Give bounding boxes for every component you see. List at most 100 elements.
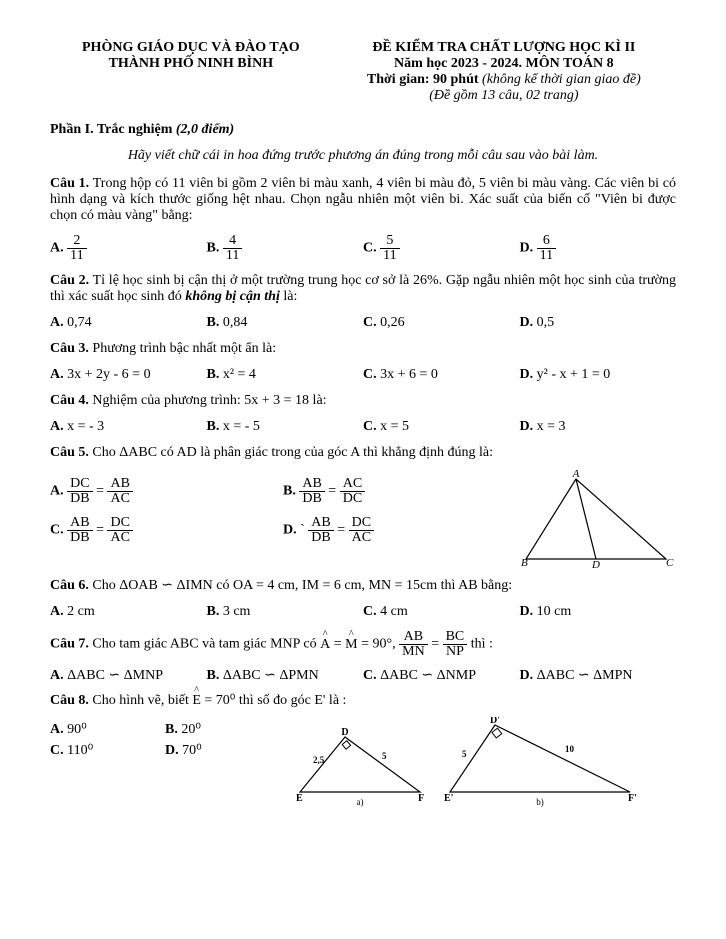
question-2: Câu 2. Tỉ lệ học sinh bị cận thị ở một t… xyxy=(50,273,676,305)
q6-a: 2 cm xyxy=(67,604,95,619)
frac: ABAC xyxy=(107,477,132,506)
q3-b: x² = 4 xyxy=(223,367,256,382)
num: DC xyxy=(349,516,374,531)
q3-d: y² - x + 1 = 0 xyxy=(537,367,611,382)
q5-options: A. DCDB = ABAC B. ABDB = ACDC C. ABDB = … xyxy=(50,469,516,553)
q4-c: x = 5 xyxy=(380,419,409,434)
letter-d: D. xyxy=(520,241,534,256)
letter-a: A. xyxy=(50,604,64,619)
exam-title: ĐỀ KIỂM TRA CHẤT LƯỢNG HỌC KÌ II xyxy=(332,40,676,56)
letter-b: B. xyxy=(207,315,220,330)
question-1: Câu 1. Trong hộp có 11 viên bi gồm 2 viê… xyxy=(50,176,676,224)
letter-c: C. xyxy=(363,241,377,256)
letter-b: B. xyxy=(207,419,220,434)
letter-b: B. xyxy=(207,367,220,382)
q2-b: 0,84 xyxy=(223,315,248,330)
letter-b: B. xyxy=(207,668,220,683)
frac: BCNP xyxy=(443,630,468,659)
frac: ABDB xyxy=(67,516,92,545)
q2-bi: không bị cận thị xyxy=(185,289,280,304)
q3-opt-b: B. x² = 4 xyxy=(207,365,364,385)
q2-c: 0,26 xyxy=(380,315,405,330)
frac: ABDB xyxy=(299,477,324,506)
q8-options: A. 90⁰ B. 20⁰ C. 110⁰ D. 70⁰ xyxy=(50,717,280,763)
q5-opt-d: D. ` ABDB = DCAC xyxy=(283,514,516,547)
q1-opt-b: B. 411 xyxy=(207,232,364,265)
q6-opt-c: C. 4 cm xyxy=(363,602,520,622)
q4-options: A. x = - 3 B. x = - 5 C. x = 5 D. x = 3 xyxy=(50,417,676,437)
q4-a: x = - 3 xyxy=(67,419,104,434)
q4-opt-a: A. x = - 3 xyxy=(50,417,207,437)
q8-opt-d: D. 70⁰ xyxy=(165,742,280,759)
q2-opt-c: C. 0,26 xyxy=(363,313,520,333)
q3-opt-c: C. 3x + 6 = 0 xyxy=(363,365,520,385)
part1-points: (2,0 điểm) xyxy=(176,122,234,137)
triangle-def-icon: D E F 2,5 5 a) xyxy=(290,727,430,807)
triangle-defp-icon: D' E' F' 5 10 b) xyxy=(440,717,640,807)
q8-text1: Cho hình vẽ, biết xyxy=(89,693,192,708)
q4-opt-b: B. x = - 5 xyxy=(207,417,364,437)
den: NP xyxy=(443,645,468,659)
frac: DCDB xyxy=(67,477,92,506)
num: AB xyxy=(67,516,92,531)
num: DC xyxy=(107,516,132,531)
q8-row: A. 90⁰ B. 20⁰ C. 110⁰ D. 70⁰ D E F 2,5 5… xyxy=(50,717,676,807)
svg-text:E: E xyxy=(296,793,303,804)
den: 11 xyxy=(380,249,399,263)
letter-d: D. xyxy=(165,743,179,758)
q3-opt-a: A. 3x + 2y - 6 = 0 xyxy=(50,365,207,385)
den: DB xyxy=(67,492,92,506)
q1-opt-d: D. 611 xyxy=(520,232,677,265)
q7-text3: thì : xyxy=(467,637,493,652)
letter-a: A. xyxy=(50,315,64,330)
question-7: Câu 7. Cho tam giác ABC và tam giác MNP … xyxy=(50,630,676,659)
q8-text2: = 70⁰ thì số đo góc E' là : xyxy=(201,693,347,708)
q4-text: Nghiệm của phương trình: 5x + 3 = 18 là: xyxy=(89,393,327,408)
letter-b: B. xyxy=(207,241,220,256)
org-line-1: PHÒNG GIÁO DỤC VÀ ĐÀO TẠO xyxy=(50,40,332,56)
letter-a: A. xyxy=(50,419,64,434)
den: DC xyxy=(340,492,365,506)
triangle-abc-icon: A B C D xyxy=(516,469,676,569)
q3-options: A. 3x + 2y - 6 = 0 B. x² = 4 C. 3x + 6 =… xyxy=(50,365,676,385)
letter-a: A. xyxy=(50,367,64,382)
letter-d: D. xyxy=(520,604,534,619)
question-3: Câu 3. Phương trình bậc nhất một ẩn là: xyxy=(50,341,676,357)
exam-time: Thời gian: 90 phút (không kể thời gian g… xyxy=(332,72,676,88)
letter-d: D. xyxy=(520,367,534,382)
svg-text:F': F' xyxy=(628,793,637,804)
letter-c: C. xyxy=(363,315,377,330)
letter-a: A. xyxy=(50,484,64,499)
q5-text: Cho ΔABC có AD là phân giác trong của gó… xyxy=(89,445,493,460)
frac: ACDC xyxy=(340,477,365,506)
q4-b: x = - 5 xyxy=(223,419,260,434)
svg-text:a): a) xyxy=(357,797,364,807)
q6-b: 3 cm xyxy=(223,604,251,619)
question-8: Câu 8. Cho hình vẽ, biết E = 70⁰ thì số … xyxy=(50,692,676,709)
exam-pages: (Đề gồm 13 câu, 02 trang) xyxy=(332,88,676,104)
question-5: Câu 5. Cho ΔABC có AD là phân giác trong… xyxy=(50,445,676,461)
num: BC xyxy=(443,630,468,645)
num: 2 xyxy=(67,234,86,249)
svg-text:D: D xyxy=(591,559,600,569)
svg-text:10: 10 xyxy=(565,744,575,754)
q6-text: Cho ΔOAB ∽ ΔIMN có OA = 4 cm, IM = 6 cm,… xyxy=(89,578,512,593)
q7-c: ΔABC ∽ ΔNMP xyxy=(380,668,476,683)
q1-text: Trong hộp có 11 viên bi gồm 2 viên bi mà… xyxy=(50,176,676,223)
den: DB xyxy=(299,492,324,506)
svg-text:D': D' xyxy=(490,717,500,726)
q5-row: A. DCDB = ABAC B. ABDB = ACDC C. ABDB = … xyxy=(50,469,676,569)
svg-text:C: C xyxy=(666,557,674,569)
letter-d: D. xyxy=(520,419,534,434)
q2-options: A. 0,74 B. 0,84 C. 0,26 D. 0,5 xyxy=(50,313,676,333)
q1-c-frac: 511 xyxy=(380,234,399,263)
q1-b-frac: 411 xyxy=(223,234,242,263)
den: DB xyxy=(67,531,92,545)
q1-label: Câu 1. xyxy=(50,176,89,191)
svg-text:5: 5 xyxy=(382,751,387,761)
q7-options: A. ΔABC ∽ ΔMNP B. ΔABC ∽ ΔPMN C. ΔABC ∽ … xyxy=(50,667,676,684)
q8-opt-b: B. 20⁰ xyxy=(165,721,280,738)
q7-opt-b: B. ΔABC ∽ ΔPMN xyxy=(207,667,364,684)
q4-opt-c: C. x = 5 xyxy=(363,417,520,437)
svg-text:2,5: 2,5 xyxy=(313,755,325,765)
